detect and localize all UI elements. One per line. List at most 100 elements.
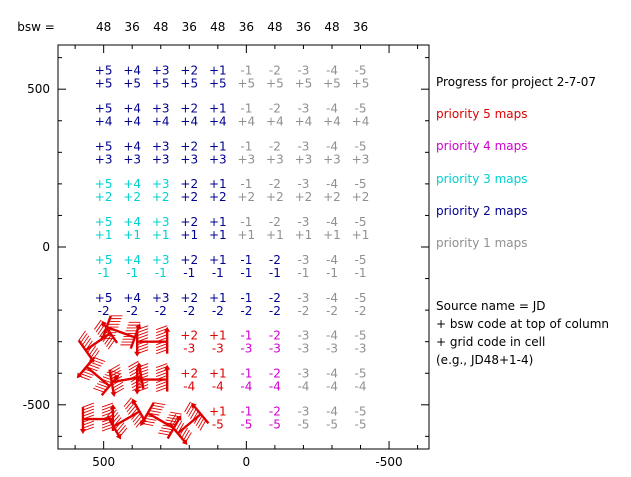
cell-row-code: +1 xyxy=(123,228,141,242)
bsw-code-label: 36 xyxy=(239,20,254,34)
source-note: Source name = JD + bsw code at top of col… xyxy=(436,299,609,367)
cell-row-code: +3 xyxy=(352,152,370,166)
cell-row-code: +1 xyxy=(352,228,370,242)
scan-marker xyxy=(140,402,182,440)
legend-entry: Progress for project 2-7-07 xyxy=(436,75,596,89)
cell-row-code: +4 xyxy=(123,114,141,128)
bsw-code-label: 36 xyxy=(182,20,197,34)
cell-column-code: -2 xyxy=(269,139,281,153)
cell-column-code: +3 xyxy=(152,101,170,115)
cell-column-code: -4 xyxy=(326,177,338,191)
legend-entry: priority 4 maps xyxy=(436,139,527,153)
cell-row-code: +4 xyxy=(323,114,341,128)
cell-column-code: -5 xyxy=(355,139,367,153)
cell-row-code: -2 xyxy=(297,304,309,318)
scan-markers xyxy=(76,315,210,445)
cell-column-code: +5 xyxy=(95,253,113,267)
cell-column-code: -5 xyxy=(355,215,367,229)
cell-column-code: +1 xyxy=(209,404,227,418)
cell-row-code: -3 xyxy=(183,342,195,356)
cell-column-code: +2 xyxy=(180,253,198,267)
cell-row-code: +4 xyxy=(209,114,227,128)
cell-row-code: -2 xyxy=(98,304,110,318)
y-tick-label: 500 xyxy=(27,82,50,96)
cell-row-code: +2 xyxy=(123,190,141,204)
cell-row-code: -5 xyxy=(326,417,338,431)
cell-column-code: +3 xyxy=(152,139,170,153)
legend-entry: priority 3 maps xyxy=(436,172,527,186)
cell-row-code: -4 xyxy=(269,380,281,394)
legend-entry: priority 1 maps xyxy=(436,236,527,250)
cell-column-code: +4 xyxy=(123,101,141,115)
cell-row-code: +4 xyxy=(238,114,256,128)
cell-row-code: -1 xyxy=(240,266,252,280)
cell-column-code: +5 xyxy=(95,291,113,305)
cell-row-code: -2 xyxy=(355,304,367,318)
scan-marker xyxy=(79,402,116,435)
cell-column-code: -4 xyxy=(326,139,338,153)
cell-row-code: +4 xyxy=(352,114,370,128)
cell-row-code: +2 xyxy=(95,190,113,204)
cell-column-code: -1 xyxy=(240,291,252,305)
cell-row-code: -2 xyxy=(155,304,167,318)
cell-row-code: +5 xyxy=(95,77,113,91)
cell-row-code: +1 xyxy=(238,228,256,242)
cell-row-code: +5 xyxy=(209,77,227,91)
cell-row-code: +4 xyxy=(295,114,313,128)
scan-marker xyxy=(134,363,171,395)
cell-row-code: +4 xyxy=(95,114,113,128)
bsw-code-label: 36 xyxy=(296,20,311,34)
cell-row-code: -1 xyxy=(212,266,224,280)
axis-ticks: 500 0 -500 500 0 -500 xyxy=(23,45,429,469)
cell-column-code: +1 xyxy=(209,101,227,115)
cell-row-code: -2 xyxy=(326,304,338,318)
cell-row-code: +1 xyxy=(266,228,284,242)
cell-row-code: +2 xyxy=(266,190,284,204)
cell-column-code: -2 xyxy=(269,367,281,381)
cell-row-code: +5 xyxy=(123,77,141,91)
cell-column-code: -2 xyxy=(269,404,281,418)
cell-row-code: +1 xyxy=(180,228,198,242)
cell-row-code: +3 xyxy=(238,152,256,166)
cell-row-code: -5 xyxy=(355,417,367,431)
bsw-code-label: 48 xyxy=(96,20,111,34)
cell-column-code: -1 xyxy=(240,64,252,78)
cell-column-code: -3 xyxy=(297,64,309,78)
cell-row-code: +3 xyxy=(95,152,113,166)
cell-row-code: -1 xyxy=(269,266,281,280)
cell-column-code: -1 xyxy=(240,139,252,153)
note-line: + grid code in cell xyxy=(436,335,545,349)
bsw-code-label: 48 xyxy=(210,20,225,34)
cell-column-code: -2 xyxy=(269,101,281,115)
cell-row-code: +3 xyxy=(295,152,313,166)
cell-row-code: -2 xyxy=(240,304,252,318)
cell-column-code: -3 xyxy=(297,329,309,343)
cell-column-code: -5 xyxy=(355,329,367,343)
cell-column-code: -3 xyxy=(297,139,309,153)
x-tick-label: -500 xyxy=(375,455,402,469)
cell-column-code: -5 xyxy=(355,253,367,267)
cell-row-code: -5 xyxy=(240,417,252,431)
note-line: + bsw code at top of column xyxy=(436,317,609,331)
cell-column-code: -2 xyxy=(269,329,281,343)
bsw-code-label: 36 xyxy=(353,20,368,34)
cell-column-code: -1 xyxy=(240,215,252,229)
cell-row-code: -4 xyxy=(326,380,338,394)
cell-column-code: -2 xyxy=(269,64,281,78)
cell-row-code: -1 xyxy=(297,266,309,280)
x-tick-label: 0 xyxy=(243,455,251,469)
cell-column-code: -4 xyxy=(326,404,338,418)
bsw-code-label: 48 xyxy=(153,20,168,34)
cell-row-code: -5 xyxy=(269,417,281,431)
cell-column-code: -5 xyxy=(355,291,367,305)
cell-column-code: +3 xyxy=(152,253,170,267)
bsw-code-label: 48 xyxy=(324,20,339,34)
note-line: (e.g., JD48+1-4) xyxy=(436,353,533,367)
cell-row-code: -2 xyxy=(269,304,281,318)
cell-row-code: +1 xyxy=(95,228,113,242)
cell-column-code: +2 xyxy=(180,291,198,305)
cell-column-code: +1 xyxy=(209,64,227,78)
bsw-code-labels: 48 36 48 36 48 36 48 36 48 36 xyxy=(96,20,368,34)
cell-column-code: -1 xyxy=(240,329,252,343)
